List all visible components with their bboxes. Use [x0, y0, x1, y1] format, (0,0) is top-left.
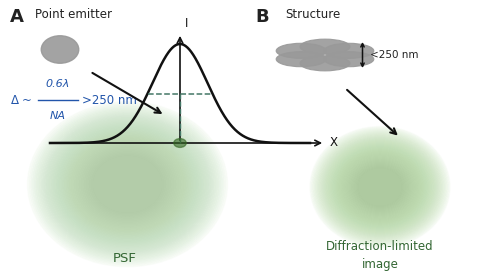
Text: B: B	[255, 8, 268, 26]
Text: Structure: Structure	[285, 8, 340, 21]
Text: <250 nm: <250 nm	[370, 50, 418, 60]
Ellipse shape	[300, 56, 350, 71]
Ellipse shape	[174, 139, 186, 147]
Text: A: A	[10, 8, 24, 26]
Text: I: I	[185, 17, 188, 30]
Ellipse shape	[276, 43, 326, 58]
Text: X: X	[330, 136, 338, 150]
Ellipse shape	[324, 52, 374, 67]
Text: PSF: PSF	[113, 252, 137, 265]
Text: Point emitter: Point emitter	[35, 8, 112, 21]
Ellipse shape	[300, 39, 350, 54]
Text: 0.6λ: 0.6λ	[46, 79, 70, 89]
Text: NA: NA	[50, 111, 66, 121]
Text: >250 nm: >250 nm	[82, 94, 138, 107]
Ellipse shape	[276, 52, 326, 67]
Ellipse shape	[324, 43, 374, 58]
Text: Diffraction-limited
image: Diffraction-limited image	[326, 240, 434, 271]
Ellipse shape	[41, 36, 79, 63]
Text: $\Delta$ ~: $\Delta$ ~	[10, 94, 32, 107]
